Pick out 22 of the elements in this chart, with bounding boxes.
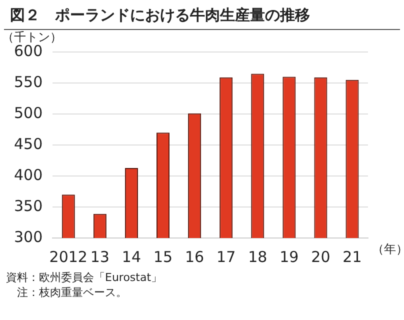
y-tick-label: 600 — [14, 42, 43, 60]
x-tick-label: 21 — [342, 248, 362, 266]
x-tick-label: 16 — [185, 248, 204, 266]
x-tick-label: 15 — [153, 248, 173, 266]
x-tick-label: 20 — [311, 248, 330, 266]
y-tick-label: 300 — [14, 228, 43, 246]
x-tick-label: 19 — [280, 248, 299, 266]
x-tick-label: 14 — [122, 248, 142, 266]
y-tick-label: 500 — [14, 104, 43, 122]
y-tick-label: 400 — [14, 166, 43, 184]
text: 資料：欧州委員会「Eurostat」 — [5, 270, 164, 285]
x-tick-label: 18 — [248, 248, 268, 266]
y-axis-title: （千トン） — [2, 30, 62, 44]
x-tick-label: 17 — [216, 248, 236, 266]
y-tick-label: 350 — [14, 196, 43, 215]
chart-title: 図２ ポーランドにおける牛肉生産量の推移 — [4, 0, 400, 30]
y-tick-label: 450 — [14, 134, 43, 153]
text: 注：枝肉重量ベース。 — [16, 285, 128, 300]
y-tick-label: 550 — [14, 72, 43, 91]
x-tick-label: 2012 — [49, 248, 88, 266]
x-axis-title: （年） — [372, 242, 404, 256]
x-tick-label: 13 — [90, 248, 110, 266]
